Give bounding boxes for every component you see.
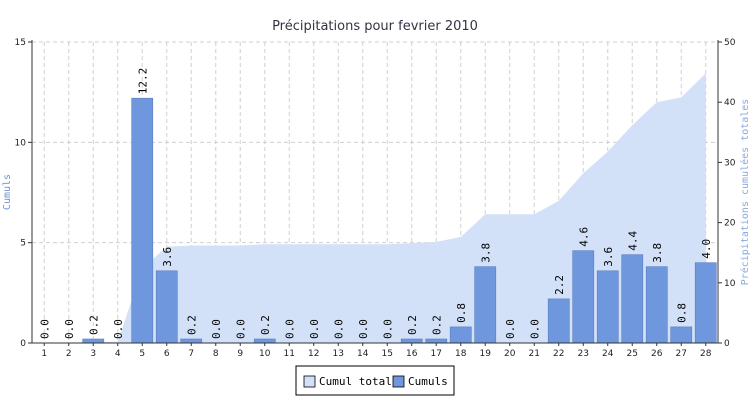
bar-value-label: 2.2 [553,275,566,295]
bar [596,270,619,344]
left-tick-label: 15 [15,38,26,48]
bar [645,266,668,344]
bar-value-label: 0.0 [308,319,321,339]
bar-value-label: 3.8 [479,243,492,263]
bar-value-label: 4.6 [577,227,590,247]
x-tick-label: 26 [651,349,663,359]
right-tick-label: 0 [724,339,730,349]
bar [694,262,717,344]
x-tick-label: 15 [382,349,393,359]
x-tick-label: 23 [578,349,589,359]
bar [400,338,423,344]
right-tick-label: 30 [724,158,736,168]
legend-label-cumuls: Cumuls [408,375,448,388]
bar-value-label: 4.4 [626,230,639,250]
bar-value-label: 0.0 [234,319,247,339]
bar-value-label: 0.2 [430,315,443,335]
x-tick-label: 3 [90,349,96,359]
right-tick-label: 50 [724,38,736,48]
x-tick-label: 11 [284,349,295,359]
x-tick-label: 21 [529,349,540,359]
bar [670,326,693,344]
x-tick-label: 12 [308,349,319,359]
x-tick-label: 24 [602,349,614,359]
left-tick-label: 0 [20,339,26,349]
bar [180,338,203,344]
legend-swatch-total [303,375,316,388]
left-tick-label: 5 [20,239,26,249]
bar-value-label: 0.0 [283,319,296,339]
bar-value-label: 12.2 [136,68,149,95]
x-tick-label: 8 [213,349,219,359]
bar-value-label: 0.0 [38,319,51,339]
x-tick-label: 22 [553,349,564,359]
x-tick-label: 9 [237,349,243,359]
bar [449,326,472,344]
bar-value-label: 0.2 [185,315,198,335]
bar-value-label: 0.0 [528,319,541,339]
bar-value-label: 0.0 [112,319,125,339]
x-tick-label: 17 [431,349,442,359]
x-tick-label: 19 [480,349,492,359]
x-tick-label: 14 [357,349,369,359]
cumulative-total-area [44,73,706,344]
x-tick-label: 4 [115,349,121,359]
bar [425,338,448,344]
legend-label-total: Cumul total [319,375,392,388]
x-tick-label: 5 [139,349,145,359]
bar-value-label: 0.0 [63,319,76,339]
x-tick-label: 28 [700,349,712,359]
left-tick-label: 10 [15,138,27,148]
bar [253,338,276,344]
bar-value-label: 0.0 [210,319,223,339]
bar [572,250,595,344]
chart-title: Précipitations pour fevrier 2010 [272,19,478,34]
bar-value-label: 0.0 [381,319,394,339]
x-tick-label: 2 [66,349,72,359]
x-tick-label: 20 [504,349,516,359]
bar [621,254,644,344]
bar [82,338,105,344]
bar-value-label: 4.0 [700,239,713,259]
bar-value-label: 0.8 [455,303,468,323]
right-axis-label: Précipitations cumulées totales [739,99,750,286]
bar-value-label: 3.6 [161,247,174,267]
legend-box [295,365,455,396]
bar-value-label: 0.2 [87,315,100,335]
bar [474,266,497,344]
right-tick-label: 40 [724,98,736,108]
legend: Cumul total Cumuls [295,365,455,396]
bar-value-label: 0.2 [406,315,419,335]
x-tick-label: 13 [333,349,344,359]
left-axis-label: Cumuls [2,174,13,210]
bar-value-label: 3.6 [602,247,615,267]
grid-lines [32,41,718,343]
right-tick-label: 10 [724,279,736,289]
x-tick-label: 25 [627,349,638,359]
right-tick-label: 20 [724,219,736,229]
bar [155,270,178,344]
bar [547,298,570,344]
data-labels-layer: 0.0 0.0 0.2 0.0 12.2 3.6 0.2 0.0 0.0 0.2 0.0 0.0 0.0… [38,68,713,339]
x-tick-label: 10 [259,349,271,359]
x-tick-label: 18 [455,349,467,359]
bar-value-label: 0.0 [357,319,370,339]
x-tick-label: 1 [41,349,47,359]
bars-layer [82,97,717,344]
cumulative-area-layer [44,73,706,344]
x-tick-label: 27 [676,349,687,359]
bar-value-label: 0.2 [259,315,272,335]
bar-value-label: 0.0 [332,319,345,339]
legend-swatch-cumuls [392,375,405,388]
x-tick-label: 7 [188,349,194,359]
x-tick-label: 16 [406,349,418,359]
bar [131,97,154,344]
bar-value-label: 0.8 [675,303,688,323]
x-tick-label: 6 [164,349,170,359]
bar-value-label: 0.0 [504,319,517,339]
bar-value-label: 3.8 [651,243,664,263]
